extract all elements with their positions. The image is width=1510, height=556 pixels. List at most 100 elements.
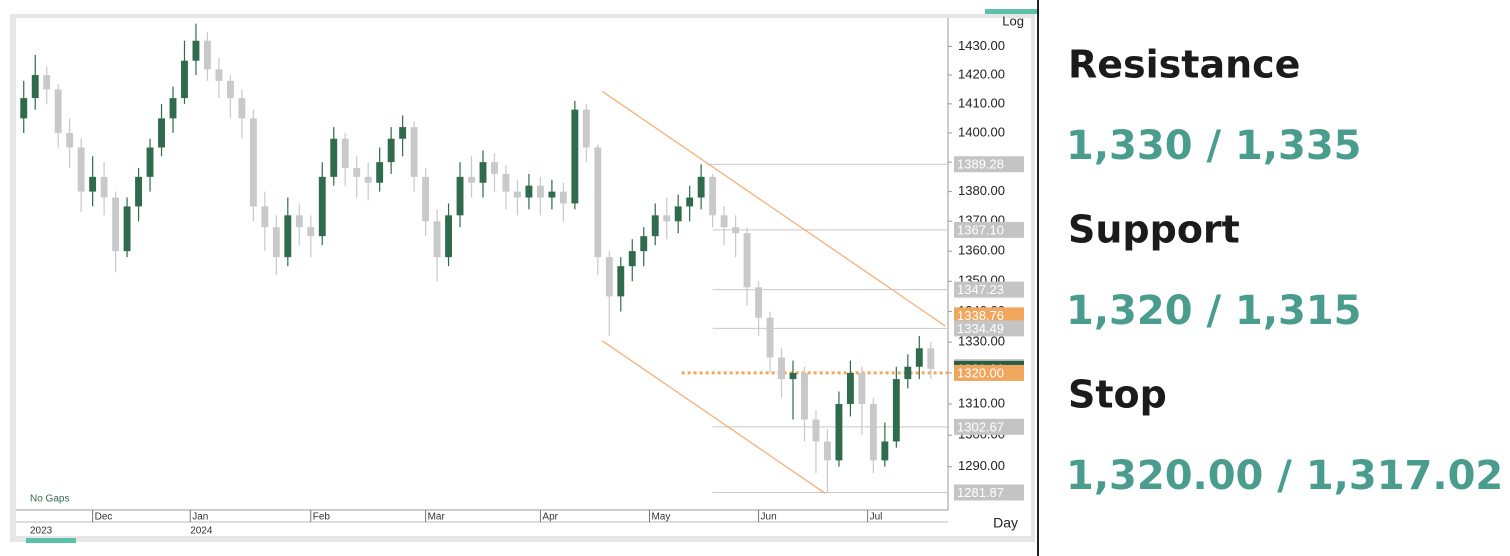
y-tick-label: 1330.00 <box>958 334 1005 349</box>
price-label-box <box>954 364 1024 381</box>
candle-body <box>318 176 326 237</box>
candle-body <box>341 138 349 169</box>
price-label-box <box>954 221 1024 238</box>
accent <box>26 538 76 543</box>
candle-body <box>766 317 774 358</box>
candle-body <box>892 379 900 442</box>
candle-body <box>525 185 533 198</box>
y-tick-label: 1430.00 <box>958 38 1005 53</box>
price-label: 1389.28 <box>957 157 1004 172</box>
candle-body <box>353 168 361 177</box>
y-tick-label: 1410.00 <box>958 95 1005 110</box>
candle-body <box>100 176 108 198</box>
y-tick-label: 1360.00 <box>958 243 1005 258</box>
candle-body <box>594 147 602 258</box>
y-tick-label: 1420.00 <box>958 66 1005 81</box>
price-label-box <box>954 307 1024 324</box>
y-tick-label: 1310.00 <box>958 395 1005 410</box>
interval-label: Day <box>993 515 1018 531</box>
price-label: 1334.49 <box>957 321 1004 336</box>
candle-body <box>846 372 854 404</box>
candle-body <box>743 233 751 288</box>
year-label: 2023 <box>30 526 53 537</box>
candle-body <box>755 287 762 318</box>
candle-body <box>399 127 407 139</box>
channel-line <box>602 90 946 327</box>
candle-body <box>272 227 280 258</box>
candle-body <box>135 176 142 207</box>
candle-body <box>204 40 211 70</box>
plot: 1290.001300.001310.001320.001330.001340.… <box>20 23 1024 537</box>
candle-body <box>915 348 923 367</box>
price-label-box <box>954 418 1024 435</box>
candle-body <box>617 266 625 297</box>
candle-body <box>881 441 889 461</box>
x-tick-label: Feb <box>313 512 331 523</box>
x-tick-label: Jul <box>870 512 883 523</box>
x-tick-label: Jan <box>192 512 208 523</box>
candle-body <box>169 98 177 119</box>
candle-body <box>54 89 62 133</box>
candle-body <box>215 69 223 81</box>
candle-body <box>330 138 338 177</box>
candle-body <box>123 206 131 252</box>
candle-body <box>158 118 165 148</box>
candle-body <box>192 40 200 61</box>
y-tick-label: 1290.00 <box>958 458 1005 473</box>
candle-body <box>582 109 590 148</box>
candle-body <box>605 257 613 297</box>
price-label: 1347.23 <box>957 282 1004 297</box>
candle-body <box>869 403 877 461</box>
candle-body <box>674 206 682 222</box>
candle-body <box>20 98 28 119</box>
candle-body <box>559 191 567 204</box>
candle-body <box>514 191 521 198</box>
price-label: 1281.87 <box>957 485 1004 500</box>
candle-body <box>479 162 487 183</box>
candle-body <box>778 357 785 380</box>
gaps-label: No Gaps <box>30 494 69 505</box>
year-label: 2024 <box>190 526 213 537</box>
candle-body <box>536 185 544 198</box>
candle-body <box>858 372 866 404</box>
candle-body <box>422 176 430 222</box>
x-tick-label: Apr <box>542 512 558 523</box>
candle-body <box>812 419 820 442</box>
panel-value: 1,320.00 / 1,317.02 <box>1066 453 1503 499</box>
y-tick-label: 1380.00 <box>958 183 1005 198</box>
candle-body <box>628 251 636 267</box>
candle-body <box>468 176 475 183</box>
candle-body <box>387 138 395 163</box>
candle-body <box>376 162 384 183</box>
candle-body <box>410 127 418 177</box>
candle-body <box>571 109 579 204</box>
candle-body <box>732 227 740 234</box>
chart-bg <box>16 18 1031 536</box>
price-label-box <box>954 320 1024 337</box>
candle-body <box>89 176 97 192</box>
y-tick-label: 1400.00 <box>958 124 1005 139</box>
candle-body <box>720 215 728 228</box>
candle-body <box>146 147 154 177</box>
scale-label: Log <box>1002 13 1024 28</box>
candle-body <box>249 118 257 207</box>
candle-body <box>824 441 831 461</box>
candle-body <box>904 366 912 380</box>
price-label: 1338.76 <box>957 308 1004 323</box>
candle-body <box>548 191 556 198</box>
accent <box>985 9 1037 14</box>
candle-body <box>77 147 85 192</box>
info-panel: Resistance 1,330 / 1,335 Support 1,320 / 1,… <box>1066 43 1503 500</box>
candle-body <box>456 176 464 216</box>
panel-value: 1,330 / 1,335 <box>1066 123 1362 169</box>
candle-body <box>43 75 51 90</box>
x-tick-label: Mar <box>428 512 446 523</box>
candle-body <box>835 403 843 461</box>
x-tick-label: Dec <box>95 512 113 523</box>
candle-body <box>31 75 39 99</box>
candle-body <box>663 215 671 222</box>
candle-body <box>709 176 717 216</box>
candle-body <box>112 197 120 252</box>
candle-body <box>502 173 510 192</box>
